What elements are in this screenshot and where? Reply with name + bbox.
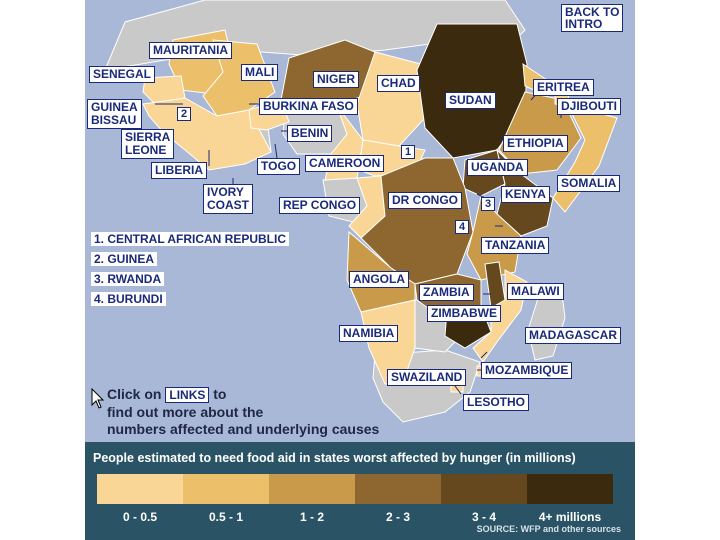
country-label-uganda[interactable]: UGANDA (467, 159, 528, 176)
marker-4-burundi[interactable]: 4 (455, 220, 470, 234)
legend-swatch-5 (527, 474, 613, 504)
legend-ranges: 0 - 0.5 0.5 - 1 1 - 2 2 - 3 3 - 4 4+ mil… (97, 510, 613, 524)
country-label-mozambique[interactable]: MOZAMBIQUE (481, 362, 573, 379)
country-label-swaziland[interactable]: SWAZILAND (387, 369, 467, 386)
legend-range-label: 1 - 2 (299, 510, 324, 524)
instructions-text: Click on LINKS to find out more about th… (107, 386, 467, 438)
country-label-dr-congo[interactable]: DR CONGO (388, 192, 462, 209)
country-label-niger[interactable]: NIGER (313, 71, 360, 88)
country-label-namibia[interactable]: NAMIBIA (339, 325, 399, 342)
country-label-sudan[interactable]: SUDAN (445, 92, 496, 109)
legend-swatch-1 (183, 474, 269, 504)
country-label-ethiopia[interactable]: ETHIOPIA (503, 135, 568, 152)
country-label-senegal[interactable]: SENEGAL (89, 66, 156, 83)
key-item: 1. CENTRAL AFRICAN REPUBLIC (91, 232, 290, 246)
legend-range-label: 3 - 4 (471, 510, 496, 524)
legend-swatch-3 (355, 474, 441, 504)
legend-swatches (97, 474, 613, 504)
country-label-madagascar[interactable]: MADAGASCAR (525, 327, 621, 344)
legend-title: People estimated to need food aid in sta… (93, 451, 576, 465)
instructions-line-2: find out more about the (107, 404, 264, 420)
key-item: 2. GUINEA (91, 252, 158, 266)
country-label-chad[interactable]: CHAD (377, 75, 420, 92)
legend-range-label: 0 - 0.5 (122, 510, 158, 524)
country-label-angola[interactable]: ANGOLA (349, 271, 409, 288)
country-label-malawi[interactable]: MALAWI (507, 283, 564, 300)
country-label-cameroon[interactable]: CAMEROON (305, 155, 385, 172)
marker-1-central-african-republic[interactable]: 1 (401, 145, 416, 159)
legend-panel: People estimated to need food aid in sta… (85, 442, 635, 540)
country-label-mauritania[interactable]: MAURITANIA (149, 42, 233, 59)
country-label-sierra-leone[interactable]: SIERRA LEONE (121, 129, 175, 159)
country-label-togo[interactable]: TOGO (257, 158, 301, 175)
source-credit: SOURCE: WFP and other sources (476, 524, 621, 534)
country-label-rep-congo[interactable]: REP CONGO (279, 197, 361, 214)
country-label-mali[interactable]: MALI (241, 64, 279, 81)
instructions-line-1: Click on LINKS to (107, 386, 467, 404)
country-label-benin[interactable]: BENIN (287, 125, 333, 142)
key-item: 3. RWANDA (91, 272, 165, 286)
marker-2-guinea[interactable]: 2 (177, 107, 192, 121)
country-label-kenya[interactable]: KENYA (501, 186, 550, 203)
instructions-line-3: numbers affected and underlying causes (107, 421, 380, 437)
legend-range-label: 2 - 3 (385, 510, 410, 524)
numbered-key: 1. CENTRAL AFRICAN REPUBLIC 2. GUINEA 3.… (91, 230, 331, 310)
africa-map (85, 0, 635, 442)
legend-swatch-2 (269, 474, 355, 504)
country-label-djibouti[interactable]: DJIBOUTI (557, 98, 622, 115)
map-frame: BACK TO INTRO MAURITANIA SENEGAL MALI NI… (85, 0, 635, 540)
mouse-pointer-icon (91, 388, 105, 409)
country-label-guinea-bissau[interactable]: GUINEA BISSAU (87, 99, 142, 129)
country-label-tanzania[interactable]: TANZANIA (481, 237, 550, 254)
country-label-eritrea[interactable]: ERITREA (533, 79, 594, 96)
instructions-after: to (213, 386, 227, 402)
legend-swatch-0 (97, 474, 183, 504)
country-label-ivory-coast[interactable]: IVORY COAST (203, 184, 253, 214)
legend-range-label: 4+ millions (538, 510, 602, 524)
marker-3-rwanda[interactable]: 3 (481, 197, 496, 211)
country-label-somalia[interactable]: SOMALIA (557, 175, 621, 192)
country-label-burkina-faso[interactable]: BURKINA FASO (259, 98, 358, 115)
country-label-zambia[interactable]: ZAMBIA (419, 284, 474, 301)
legend-range-label: 0.5 - 1 (208, 510, 244, 524)
country-label-liberia[interactable]: LIBERIA (151, 162, 207, 179)
instructions-before: Click on (107, 386, 162, 402)
west-coast-shape (142, 97, 272, 171)
legend-swatch-4 (441, 474, 527, 504)
country-label-lesotho[interactable]: LESOTHO (463, 394, 530, 411)
back-to-intro-link[interactable]: BACK TO INTRO (561, 4, 624, 32)
key-item: 4. BURUNDI (91, 292, 166, 306)
links-example: LINKS (165, 387, 210, 403)
country-label-zimbabwe[interactable]: ZIMBABWE (427, 305, 501, 322)
